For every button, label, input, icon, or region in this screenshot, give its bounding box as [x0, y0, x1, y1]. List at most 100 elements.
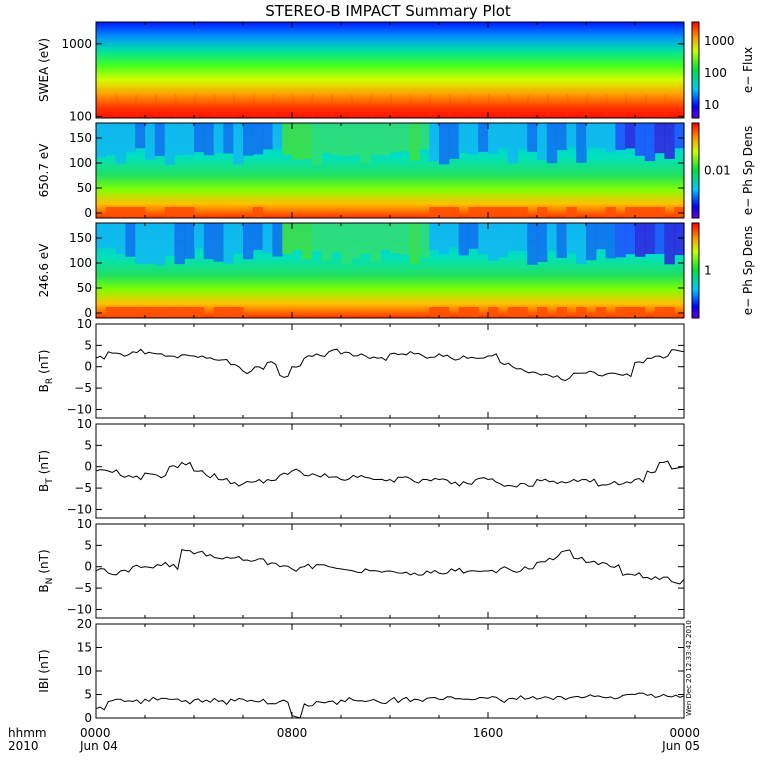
heatmap-cell [145, 223, 156, 264]
y-tick-label: 5 [84, 438, 92, 452]
plot-frame [95, 323, 685, 419]
y-tick-label: 0 [84, 206, 92, 220]
heatmap-cell [252, 207, 264, 217]
heatmap-cell [213, 223, 224, 262]
heatmap-cell [507, 123, 518, 164]
heatmap-cell [458, 307, 469, 317]
heatmap-cell [243, 123, 254, 156]
heatmap-cell [546, 123, 558, 164]
heatmap-cell [448, 123, 460, 159]
y-tick-label: 10 [77, 664, 92, 678]
heatmap-cell [184, 223, 195, 259]
heatmap-cell [321, 123, 332, 153]
y-tick-label: −5 [74, 381, 92, 395]
heatmap-cell [527, 223, 538, 265]
heatmap-cell [292, 123, 303, 160]
heatmap-cell [488, 307, 499, 317]
heatmap-cell [115, 223, 126, 254]
heatmap-cell [507, 307, 518, 317]
heatmap-cell [615, 123, 626, 150]
x-left-label-1: hhmm [8, 726, 47, 740]
heatmap-cell [184, 207, 195, 217]
heatmap-cell [458, 123, 469, 153]
heatmap-cell [644, 123, 656, 162]
heatmap-cell [664, 94, 667, 117]
heatmap-cell [233, 123, 244, 165]
y-axis-label: IBI (nT) [37, 649, 51, 692]
y-tick-label: −10 [67, 402, 92, 416]
heatmap-cell [576, 223, 587, 265]
heatmap-cell [292, 223, 303, 251]
heatmap-cell [576, 307, 587, 317]
y-tick-label: 100 [69, 156, 92, 170]
y-tick-label: 10 [77, 317, 92, 331]
heatmap-cell [517, 207, 528, 217]
heatmap-cell [497, 123, 509, 149]
heatmap-cell [556, 123, 567, 150]
y-label-main: B [37, 384, 51, 392]
heatmap-cell [507, 94, 510, 117]
heatmap-cell [478, 207, 489, 217]
heatmap-cell [203, 223, 215, 260]
heatmap-cell [615, 307, 626, 317]
x-tick-label: 0800 [277, 726, 308, 740]
heatmap-cell [233, 94, 236, 117]
heatmap-cell [115, 207, 126, 217]
heatmap-cell [674, 123, 685, 149]
heatmap-cell [468, 94, 471, 117]
heatmap-cell [507, 207, 518, 217]
heatmap-cell [321, 223, 332, 261]
heatmap-cell [625, 123, 636, 149]
heatmap-cell [125, 207, 136, 217]
heatmap-cell [301, 123, 313, 160]
heatmap-cell [174, 94, 177, 117]
heatmap-cell [350, 94, 353, 117]
x-tick-label: 1600 [473, 726, 504, 740]
heatmap-cell [96, 223, 107, 249]
heatmap-background [96, 22, 684, 118]
heatmap-cell [595, 223, 607, 250]
heatmap-cell [105, 123, 117, 156]
heatmap-cell [272, 223, 283, 257]
heatmap-cell [203, 123, 215, 156]
heatmap-cell [625, 207, 636, 217]
heatmap-cell [419, 223, 430, 258]
heatmap-cell [164, 123, 175, 165]
heatmap-cell [145, 307, 156, 317]
y-label-main: B [37, 484, 51, 492]
series-line-br [96, 348, 684, 382]
heatmap-cell [360, 223, 371, 255]
heatmap-cell [527, 123, 538, 152]
heatmap-cell [213, 123, 224, 154]
heatmap-cell [252, 94, 255, 117]
heatmap-cell [341, 123, 352, 157]
colorbar-label: e− Ph Sp Dens [741, 226, 755, 315]
y-axis-label: BN (nT) [37, 549, 55, 592]
heatmap-cell [635, 307, 646, 317]
heatmap-cell [429, 123, 440, 162]
y-tick-label: −5 [74, 581, 92, 595]
heatmap-cell [654, 123, 665, 154]
heatmap-cell [625, 94, 628, 117]
heatmap-cell [135, 123, 146, 149]
y-tick-label: 10 [77, 517, 92, 531]
series-line-bn [96, 548, 684, 585]
heatmap-cell [537, 307, 548, 317]
heatmap-cell [517, 123, 528, 150]
heatmap-cell [527, 94, 530, 117]
heatmap-cell [644, 207, 656, 217]
y-axis-label: BT (nT) [37, 450, 55, 492]
heatmap-cell [595, 123, 607, 148]
heatmap-cell [576, 123, 587, 163]
heatmap-cell [96, 94, 98, 117]
heatmap-cell [223, 223, 234, 264]
heatmap-cell [272, 123, 283, 149]
heatmap-cell [125, 123, 136, 153]
heatmap-cell [380, 223, 391, 251]
y-label-unit: (nT) [37, 350, 51, 374]
heatmap-cell [488, 223, 499, 261]
heatmap-cell [625, 223, 636, 255]
heatmap-cell [586, 94, 588, 117]
panel-pad650: 0.01 e− Ph Sp Dens 150 100 50 0 650.7 eV [37, 122, 755, 220]
heatmap-cell [429, 307, 440, 317]
